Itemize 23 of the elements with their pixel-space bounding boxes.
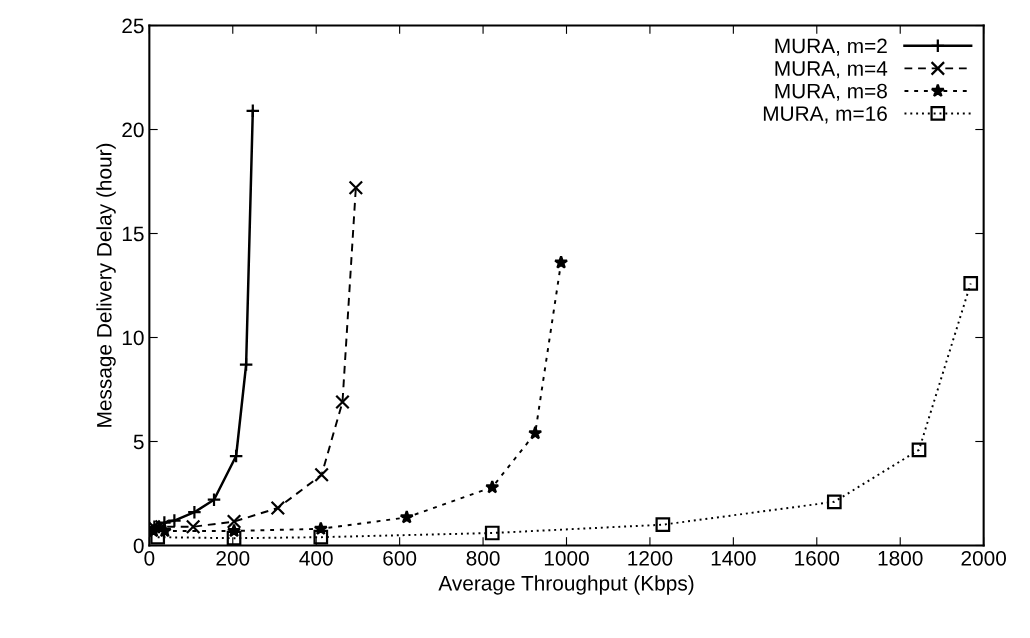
y-tick-label: 25 xyxy=(122,18,144,34)
legend-label: MURA, m=2 xyxy=(775,38,887,56)
x-tick-label: 400 xyxy=(299,550,333,566)
legend-label: MURA, m=16 xyxy=(763,106,887,124)
x-tick-label: 2000 xyxy=(961,550,1007,566)
x-tick-label: 1200 xyxy=(628,550,673,566)
y-tick-label: 0 xyxy=(133,538,144,554)
x-tick-label: 1000 xyxy=(544,550,589,566)
y-tick-label: 15 xyxy=(122,226,144,242)
x-tick-label: 1600 xyxy=(795,550,840,566)
y-tick-label: 5 xyxy=(133,434,144,450)
x-tick-label: 600 xyxy=(383,550,417,566)
x-tick-label: 1800 xyxy=(878,550,923,566)
y-axis-title: Message Delivery Delay (hour) xyxy=(96,143,116,427)
x-tick-label: 800 xyxy=(466,550,500,566)
legend-label: MURA, m=4 xyxy=(775,61,888,79)
y-tick-label: 20 xyxy=(122,122,144,138)
x-tick-label: 1400 xyxy=(711,550,756,566)
x-tick-label: 0 xyxy=(144,550,155,566)
x-tick-label: 200 xyxy=(216,550,250,566)
legend-label: MURA, m=8 xyxy=(775,83,887,101)
x-axis-title: Average Throughput (Kbps) xyxy=(438,575,694,595)
y-tick-label: 10 xyxy=(122,330,144,346)
